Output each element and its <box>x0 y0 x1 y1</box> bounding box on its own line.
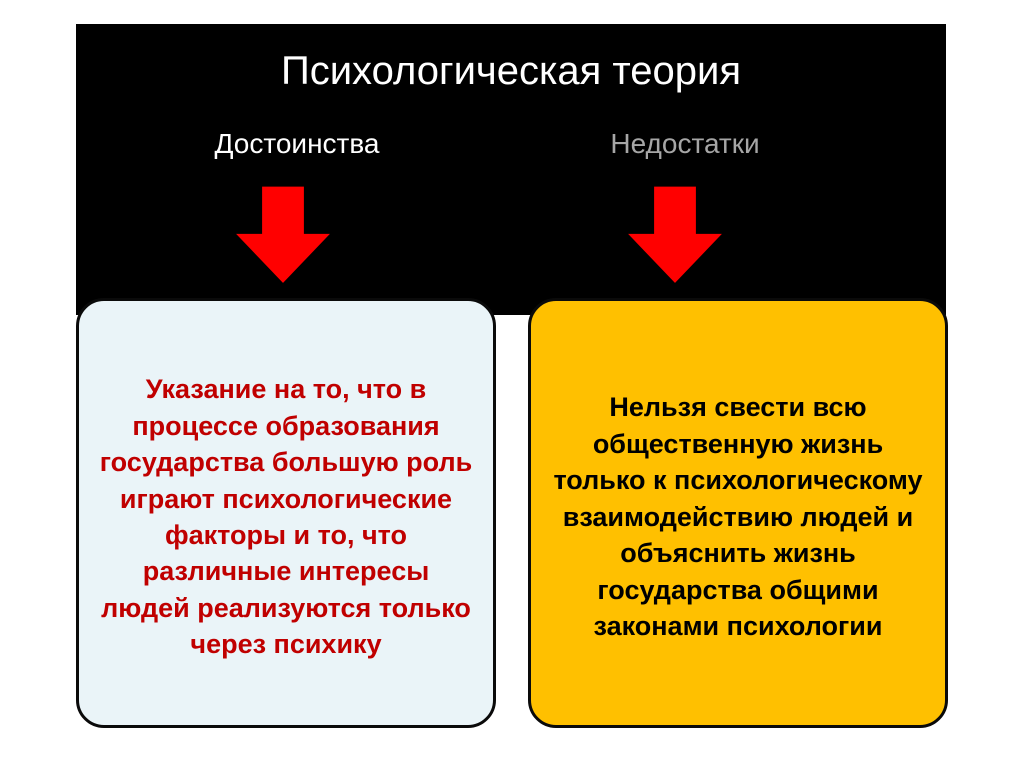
arrow-path <box>234 186 333 285</box>
advantages-text: Указание на то, что в процессе образован… <box>97 371 475 663</box>
arrow-down-icon <box>620 180 730 290</box>
arrow-down-icon <box>228 180 338 290</box>
disadvantages-text: Нельзя свести всю общественную жизнь тол… <box>549 389 927 644</box>
title-bar: Психологическая теория <box>76 24 946 118</box>
slide: Психологическая теория Достоинства Недос… <box>0 0 1024 767</box>
arrow-path <box>626 186 725 285</box>
column-header-advantages: Достоинства <box>172 128 422 160</box>
advantages-card: Указание на то, что в процессе образован… <box>76 298 496 728</box>
column-header-disadvantages: Недостатки <box>560 128 810 160</box>
disadvantages-card: Нельзя свести всю общественную жизнь тол… <box>528 298 948 728</box>
slide-title: Психологическая теория <box>281 49 741 94</box>
